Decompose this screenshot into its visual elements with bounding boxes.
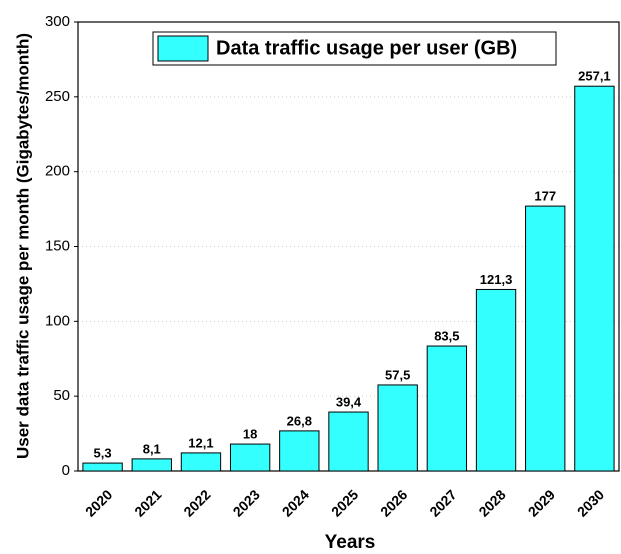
data-label: 18 [243, 426, 257, 441]
bar [82, 462, 123, 472]
y-tick-label: 150 [45, 237, 70, 254]
x-tick-label: 2030 [574, 486, 607, 519]
x-tick-label: 2029 [525, 486, 558, 519]
data-label: 8,1 [143, 441, 161, 456]
x-tick-label: 2023 [230, 486, 263, 519]
y-axis-label: User data traffic usage per month (Gigab… [13, 33, 32, 459]
x-tick-label: 2028 [475, 486, 508, 519]
bar [525, 205, 566, 472]
bar [426, 345, 468, 472]
y-tick-label: 100 [45, 312, 70, 329]
legend-label: Data traffic usage per user (GB) [216, 37, 517, 59]
y-tick-label: 0 [62, 462, 70, 479]
data-label: 83,5 [434, 328, 459, 343]
bar [131, 458, 172, 472]
bar [328, 411, 369, 472]
bar [229, 443, 271, 472]
legend-box [152, 31, 557, 66]
x-axis-label: Years [325, 532, 376, 553]
bar [180, 452, 222, 472]
data-label: 257,1 [578, 69, 611, 84]
y-tick-label: 200 [45, 163, 70, 180]
bar [574, 85, 615, 472]
bar [377, 384, 418, 472]
x-tick-label: 2020 [82, 486, 115, 519]
x-tick-label: 2021 [131, 486, 164, 519]
bar [279, 430, 320, 472]
data-label: 12,1 [188, 435, 213, 450]
data-label: 39,4 [336, 394, 362, 409]
data-label: 121,3 [480, 272, 513, 287]
y-tick-label: 50 [53, 387, 70, 404]
data-label: 5,3 [94, 446, 112, 461]
x-tick-label: 2024 [279, 486, 312, 519]
data-label: 26,8 [287, 413, 312, 428]
x-tick-label: 2027 [426, 486, 459, 519]
y-tick-label: 250 [45, 88, 70, 105]
data-label: 177 [534, 189, 556, 204]
x-tick-label: 2022 [180, 486, 213, 519]
data-label: 57,5 [385, 367, 410, 382]
x-tick-label: 2025 [328, 486, 361, 519]
y-tick-label: 300 [45, 13, 70, 30]
bar [475, 288, 517, 472]
x-tick-label: 2026 [377, 486, 410, 519]
legend-swatch [157, 35, 209, 62]
